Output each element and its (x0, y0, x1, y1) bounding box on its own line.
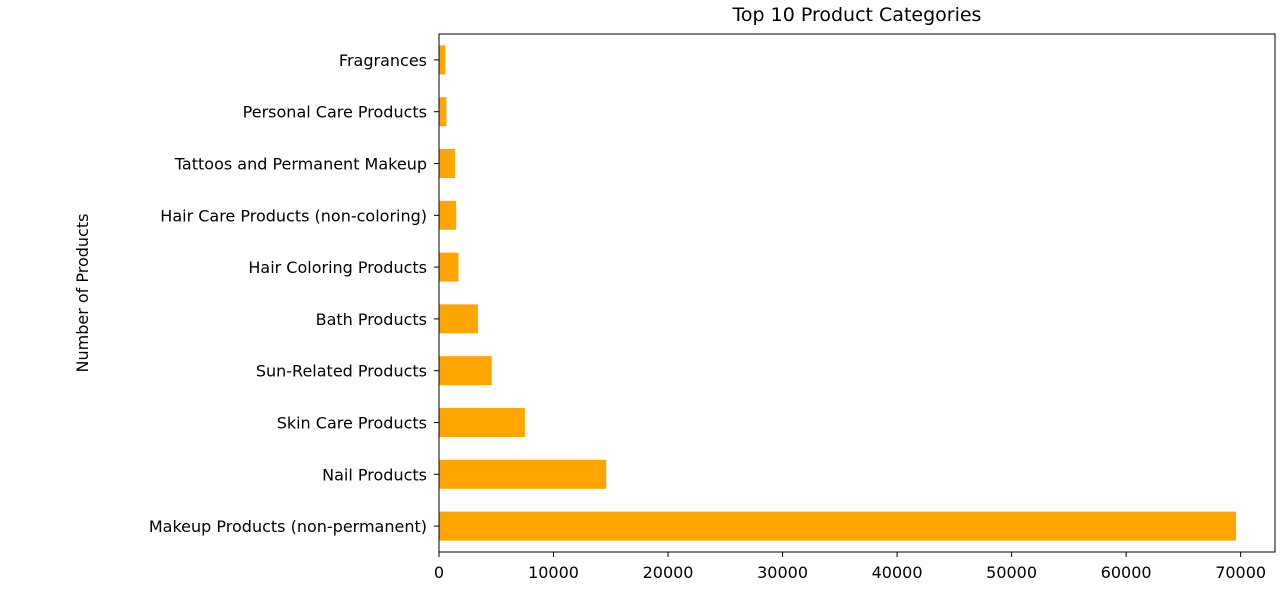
bar (439, 148, 456, 179)
y-tick-label: Makeup Products (non-permanent) (149, 517, 427, 536)
y-tick-label: Personal Care Products (243, 103, 427, 122)
bar (439, 459, 607, 489)
bar (439, 45, 446, 75)
x-tick-label: 20000 (643, 563, 694, 582)
bars-group (439, 45, 1237, 541)
x-tick-label: 10000 (528, 563, 579, 582)
bar (439, 97, 447, 127)
bar (439, 252, 459, 282)
y-axis-label: Number of Products (73, 214, 92, 373)
x-tick-label: 0 (434, 563, 444, 582)
x-ticks-group: 0 10000 20000 30000 40000 50000 60000 70000 (434, 552, 1266, 582)
y-tick-label: Nail Products (322, 465, 427, 484)
bar (439, 356, 492, 386)
x-tick-label: 30000 (757, 563, 808, 582)
y-tick-label: Sun-Related Products (256, 362, 427, 381)
y-tick-label: Tattoos and Permanent Makeup (174, 155, 427, 174)
y-tick-label: Hair Care Products (non-coloring) (160, 206, 427, 225)
bar (439, 304, 478, 334)
x-tick-label: 50000 (986, 563, 1037, 582)
bar (439, 511, 1237, 541)
bar (439, 407, 525, 438)
y-ticks-group: Makeup Products (non-permanent) Nail Prod… (149, 51, 439, 536)
plot-frame (438, 33, 1276, 553)
bar (439, 200, 457, 230)
y-tick-label: Fragrances (339, 51, 427, 70)
chart-title: Top 10 Product Categories (732, 4, 982, 26)
x-tick-label: 70000 (1215, 563, 1266, 582)
x-tick-label: 40000 (872, 563, 923, 582)
y-tick-label: Skin Care Products (277, 414, 427, 433)
y-tick-label: Bath Products (316, 310, 427, 329)
x-tick-label: 60000 (1101, 563, 1152, 582)
y-tick-label: Hair Coloring Products (248, 258, 427, 277)
